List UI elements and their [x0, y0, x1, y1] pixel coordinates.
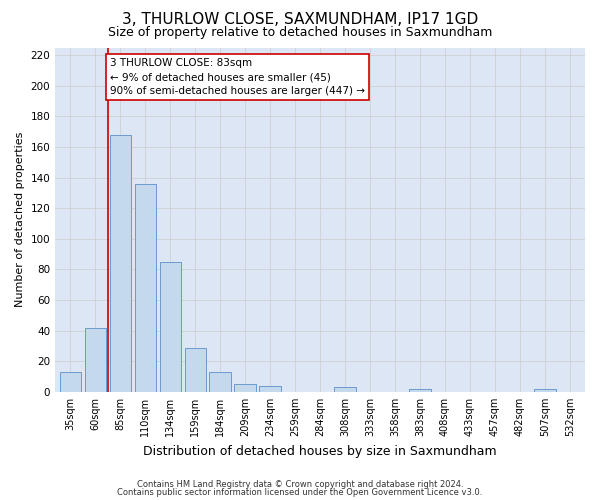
Bar: [59, 372, 81, 392]
Bar: [259, 386, 281, 392]
Text: Contains public sector information licensed under the Open Government Licence v3: Contains public sector information licen…: [118, 488, 482, 497]
Bar: [85, 328, 106, 392]
Y-axis label: Number of detached properties: Number of detached properties: [15, 132, 25, 308]
Text: Size of property relative to detached houses in Saxmundham: Size of property relative to detached ho…: [108, 26, 492, 39]
Text: 3, THURLOW CLOSE, SAXMUNDHAM, IP17 1GD: 3, THURLOW CLOSE, SAXMUNDHAM, IP17 1GD: [122, 12, 478, 28]
Text: Contains HM Land Registry data © Crown copyright and database right 2024.: Contains HM Land Registry data © Crown c…: [137, 480, 463, 489]
Bar: [209, 372, 231, 392]
Bar: [409, 389, 431, 392]
Bar: [535, 389, 556, 392]
Bar: [110, 135, 131, 392]
Text: 3 THURLOW CLOSE: 83sqm
← 9% of detached houses are smaller (45)
90% of semi-deta: 3 THURLOW CLOSE: 83sqm ← 9% of detached …: [110, 58, 365, 96]
Bar: [235, 384, 256, 392]
Bar: [160, 262, 181, 392]
X-axis label: Distribution of detached houses by size in Saxmundham: Distribution of detached houses by size …: [143, 444, 497, 458]
Bar: [334, 388, 356, 392]
Bar: [185, 348, 206, 392]
Bar: [134, 184, 156, 392]
